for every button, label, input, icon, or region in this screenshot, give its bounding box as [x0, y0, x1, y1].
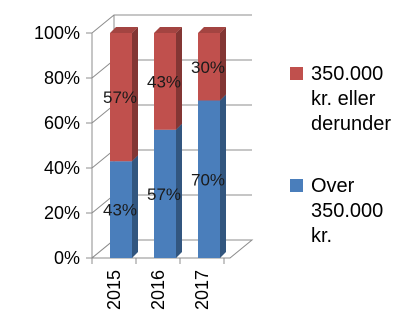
y-tick-label: 20%: [44, 203, 80, 223]
bar-side-Over 350.000 kr.-2017: [220, 94, 226, 258]
bar-350.000 kr. eller derunder-2015: [110, 33, 132, 162]
y-tick-labels: 0% 20% 40% 60% 80% 100%: [34, 23, 80, 268]
bar-Over 350.000 kr.-2016: [154, 129, 176, 258]
legend-swatch: [290, 179, 303, 192]
bar-top-2017: [198, 27, 226, 33]
gridline: [91, 14, 252, 34]
legend-label: 350.000: [311, 63, 383, 85]
legend-label: Over: [311, 175, 355, 197]
x-tick-label: 2016: [148, 270, 168, 310]
bar-top-2015: [110, 27, 138, 33]
legend-label: 350.000: [311, 200, 383, 222]
data-label: 43%: [147, 72, 181, 91]
y-tick-label: 40%: [44, 158, 80, 178]
x-tick-label: 2015: [104, 270, 124, 310]
y-tick-label: 0%: [54, 248, 80, 268]
bar-350.000 kr. eller derunder-2016: [154, 33, 176, 130]
bars: [110, 27, 226, 258]
y-tick-label: 100%: [34, 23, 80, 43]
bar-side-350.000 kr. eller derunder-2016: [176, 27, 182, 130]
legend: 350.000 kr. eller derunder Over 350.000 kr.: [290, 63, 391, 247]
x-tick-labels: 2015 2016 2017: [104, 270, 212, 310]
y-tick-label: 60%: [44, 113, 80, 133]
legend-swatch: [290, 67, 303, 80]
data-label: 30%: [191, 58, 225, 77]
data-labels: 43% 57% 57% 43% 70% 30%: [103, 58, 225, 220]
y-tick-label: 80%: [44, 68, 80, 88]
bar-Over 350.000 kr.-2015: [110, 161, 132, 258]
data-label: 57%: [147, 185, 181, 204]
bar-side-350.000 kr. eller derunder-2015: [132, 27, 138, 162]
bar-side-Over 350.000 kr.-2016: [176, 123, 182, 258]
legend-label: kr. eller: [311, 88, 376, 110]
data-label: 70%: [191, 170, 225, 189]
bar-side-Over 350.000 kr.-2015: [132, 155, 138, 258]
bar-350.000 kr. eller derunder-2017: [198, 33, 220, 101]
bar-Over 350.000 kr.-2017: [198, 100, 220, 258]
legend-label: derunder: [311, 113, 391, 135]
data-label: 57%: [103, 88, 137, 107]
bar-top-2016: [154, 27, 182, 33]
x-tick-label: 2017: [192, 270, 212, 310]
data-label: 43%: [103, 201, 137, 220]
legend-label: kr.: [311, 225, 332, 247]
bar-side-350.000 kr. eller derunder-2017: [220, 27, 226, 101]
